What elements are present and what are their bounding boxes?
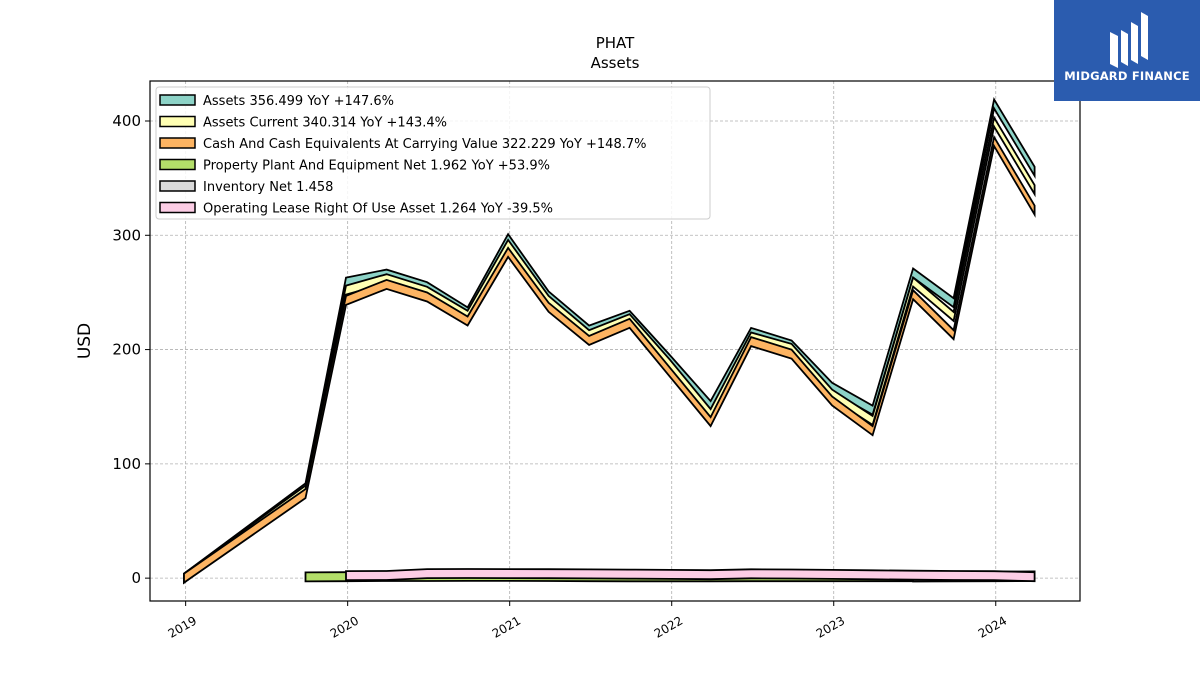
legend-swatch-1 — [159, 115, 196, 128]
chart-title: PHAT — [596, 34, 635, 52]
y-tick-label: 200 — [112, 341, 141, 359]
chart-subtitle: Assets — [591, 54, 640, 72]
legend-swatch-3 — [159, 158, 196, 171]
x-tick-label: 2019 — [166, 613, 199, 640]
x-tick-label: 2021 — [490, 613, 523, 640]
x-tick-label: 2022 — [652, 613, 685, 640]
series-band-5 — [345, 568, 1036, 583]
brand-logo: MIDGARD FINANCE — [1054, 0, 1200, 101]
legend-label-4: Inventory Net 1.458 — [203, 180, 333, 195]
brand-logo-text: MIDGARD FINANCE — [1064, 69, 1190, 83]
legend-swatch-5 — [159, 201, 196, 214]
legend-swatch-0 — [159, 94, 196, 106]
legend-label-0: Assets 356.499 YoY +147.6% — [203, 94, 394, 109]
x-tick-label: 2024 — [976, 613, 1009, 640]
legend-label-5: Operating Lease Right Of Use Asset 1.264… — [203, 202, 553, 217]
y-tick-label: 100 — [112, 455, 141, 473]
legend-swatch-4 — [159, 180, 196, 192]
y-tick-label: 400 — [112, 112, 141, 130]
legend-label-2: Cash And Cash Equivalents At Carrying Va… — [203, 137, 646, 152]
plot-frame — [149, 80, 1081, 602]
legend-swatch-2 — [159, 137, 196, 149]
legend-label-3: Property Plant And Equipment Net 1.962 Y… — [203, 159, 550, 174]
y-tick-label: 300 — [112, 226, 141, 244]
x-tick-label: 2023 — [814, 613, 847, 640]
legend-label-1: Assets Current 340.314 YoY +143.4% — [203, 116, 447, 131]
y-tick-label: 0 — [131, 569, 141, 587]
legend-box — [155, 86, 711, 220]
x-tick-label: 2020 — [328, 613, 361, 640]
y-axis-label: USD — [75, 323, 95, 359]
midgard-logo-mark-icon — [1110, 12, 1148, 68]
series-band-2 — [183, 134, 1036, 585]
